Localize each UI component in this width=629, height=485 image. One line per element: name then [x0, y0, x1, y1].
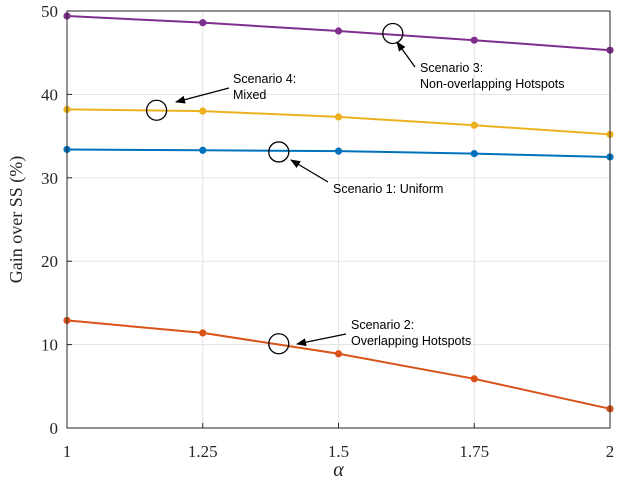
x-axis-label: α: [333, 459, 344, 481]
scenario-2-point: [199, 329, 207, 337]
scenario-3-highlight-circle: [382, 22, 404, 45]
y-tick-label: 10: [41, 336, 58, 355]
scenario-1-annotation-text: Scenario 1: Uniform: [333, 182, 443, 196]
y-axis-label: Gain over SS (%): [6, 156, 27, 283]
scenario-2-point: [334, 350, 343, 358]
scenario-3-annotation-text: Scenario 3:: [420, 61, 483, 75]
y-tick-label: 30: [41, 169, 58, 188]
series-lines: [63, 12, 614, 413]
scenario-3-series: [63, 12, 614, 54]
scenario-3-arrow: [396, 41, 416, 68]
scenario-4-annotation-text: Mixed: [233, 88, 266, 102]
scenario-3-point: [470, 36, 478, 44]
y-tick-label: 20: [41, 252, 58, 271]
scenario-1-annotation: Scenario 1: Uniform: [268, 141, 443, 196]
scenario-2-series: [63, 316, 614, 413]
scenario-1-point: [199, 146, 207, 154]
scenario-2-point: [470, 375, 478, 383]
scenario-2-annotation-text: Scenario 2:: [351, 318, 414, 332]
scenario-2-annotation-text: Overlapping Hotspots: [351, 334, 471, 348]
scenario-4-annotation: Scenario 4: Mixed: [145, 72, 296, 121]
grid: [66, 10, 611, 429]
y-tick-label: 50: [41, 2, 58, 21]
y-tick-label: 40: [41, 85, 58, 104]
x-tick-label: 1: [63, 442, 72, 461]
scenario-2-highlight-circle: [268, 333, 290, 355]
annotations: Scenario 1: Uniform Scenario 2: Overlappin…: [145, 22, 565, 355]
y-tick-label: 0: [50, 419, 59, 438]
scenario-4-highlight-circle: [145, 99, 168, 121]
scenario-3-point: [199, 19, 207, 27]
x-tick-label: 1.25: [188, 442, 218, 461]
scenario-1-arrow: [290, 159, 329, 183]
scenario-4-point: [334, 113, 343, 121]
scenario-4-point: [199, 107, 207, 115]
x-tick-label: 1.5: [328, 442, 349, 461]
scenario-1-highlight-circle: [268, 141, 290, 163]
x-tick-label: 2: [606, 442, 615, 461]
scenario-4-point: [470, 121, 478, 129]
scenario-1-point: [334, 147, 343, 155]
scenario-4-annotation-text: Scenario 4:: [233, 72, 296, 86]
scenario-3-annotation-text: Non-overlapping Hotspots: [420, 77, 565, 91]
scenario-1-series: [63, 145, 614, 161]
scenario-1-point: [470, 150, 478, 158]
scenario-2-annotation: Scenario 2: Overlapping Hotspots: [268, 318, 471, 355]
scenario-3-point: [334, 27, 343, 35]
scenario-2-arrow: [296, 333, 347, 347]
scenario-3-annotation: Scenario 3: Non-overlapping Hotspots: [382, 22, 565, 91]
scenario-4-arrow: [175, 87, 230, 104]
x-tick-label: 1.75: [459, 442, 489, 461]
